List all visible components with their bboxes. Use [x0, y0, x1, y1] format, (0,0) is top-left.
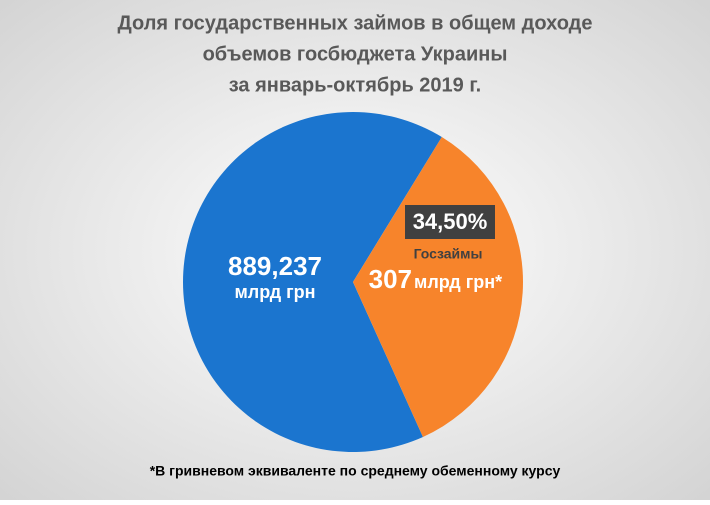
unit-label: млрд грн — [234, 282, 315, 302]
pie-slice — [183, 111, 442, 452]
unit-label: млрд грн* — [414, 272, 502, 292]
amount-label: 889,237 — [228, 251, 322, 281]
chart-title: объемов госбюджета Украины — [203, 43, 508, 65]
amount-label: 307 — [369, 264, 412, 294]
chart-title: за январь-октябрь 2019 г. — [229, 74, 481, 96]
footnote: *В гривневом эквиваленте по среднему обе… — [150, 463, 561, 479]
category-label: Госзаймы — [414, 246, 483, 262]
value-label-box — [405, 205, 495, 239]
value-label: 34,50% — [413, 209, 488, 234]
chart-title: Доля государственных займов в общем дохо… — [118, 12, 593, 34]
